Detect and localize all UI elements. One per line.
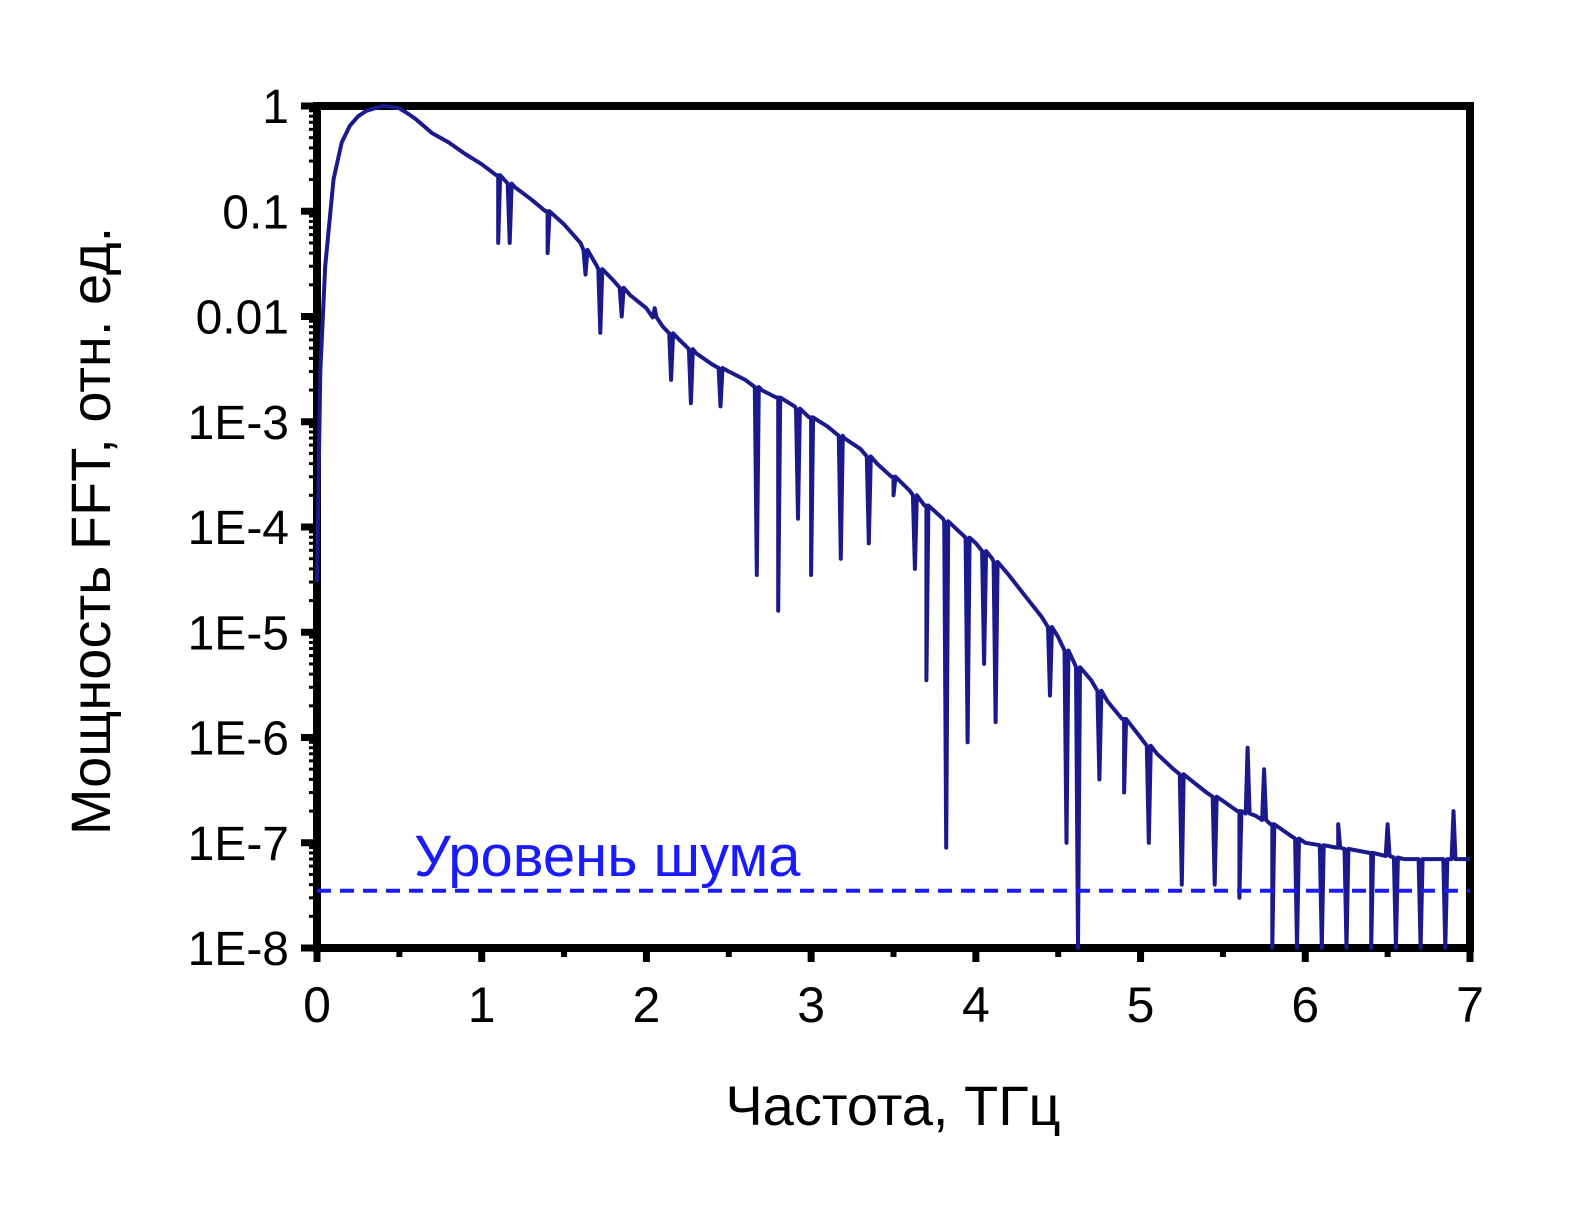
x-tick-label: 7 (1456, 977, 1484, 1033)
y-tick-label: 0.1 (222, 186, 289, 239)
y-axis-label: Мощность FFT, отн. ед. (59, 227, 122, 835)
noise-level-label: Уровень шума (414, 824, 801, 889)
x-tick-label: 2 (633, 977, 661, 1033)
x-tick-label: 3 (797, 977, 825, 1033)
y-tick-label: 1E-6 (188, 713, 289, 766)
y-tick-label: 1E-8 (188, 923, 289, 976)
noise-layer: Уровень шума (317, 824, 1470, 893)
x-tick-label: 1 (468, 977, 496, 1033)
y-tick-label: 1 (262, 81, 289, 134)
y-tick-label: 1E-5 (188, 607, 289, 660)
y-axis-ticks: 1 0.1 0.01 1E-3 1E-4 1E-5 1E-6 1E-7 1E-8 (188, 81, 317, 976)
y-tick-label: 0.01 (196, 292, 289, 345)
x-tick-label: 6 (1291, 977, 1319, 1033)
plot-border (313, 102, 1474, 952)
x-tick-label: 5 (1127, 977, 1155, 1033)
x-axis-label: Частота, ТГц (725, 1074, 1060, 1137)
y-tick-label: 1E-7 (188, 818, 289, 871)
y-tick-label: 1E-3 (188, 397, 289, 450)
x-tick-label: 4 (962, 977, 990, 1033)
x-tick-label: 0 (303, 977, 331, 1033)
x-axis-ticks: 0 1 2 3 4 5 6 7 (303, 948, 1484, 1033)
y-tick-label: 1E-4 (188, 502, 289, 555)
series-layer (315, 104, 1470, 950)
plot-frame (313, 102, 1474, 952)
spectrum-line (315, 104, 1470, 950)
